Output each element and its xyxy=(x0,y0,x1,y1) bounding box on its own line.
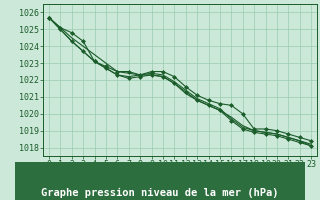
Text: Graphe pression niveau de la mer (hPa): Graphe pression niveau de la mer (hPa) xyxy=(41,188,279,198)
